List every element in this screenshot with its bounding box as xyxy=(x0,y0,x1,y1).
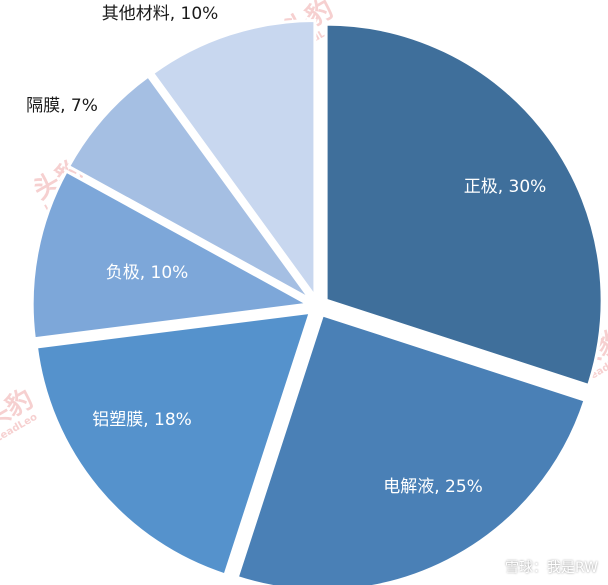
slice-label-2: 铝塑膜, 18% xyxy=(92,410,192,430)
pie-labels: 正极, 30% 电解液, 25% 铝塑膜, 18% 负极, 10% 隔膜, 7% 其他材料… xyxy=(26,4,546,497)
slice-label-5: 其他材料, 10% xyxy=(102,4,219,24)
slice-label-0: 正极, 30% xyxy=(464,177,547,197)
pie-slice-4 xyxy=(66,74,312,301)
pie-slice-2 xyxy=(34,310,313,577)
slice-label-3: 负极, 10% xyxy=(106,263,189,283)
pie-slices xyxy=(30,18,604,585)
pie-slice-1 xyxy=(235,313,587,585)
credit-watermark: 雪球：我是RW xyxy=(504,560,598,576)
pie-slice-3 xyxy=(30,169,313,341)
pie-slice-5 xyxy=(150,18,317,302)
slice-label-4: 隔膜, 7% xyxy=(26,96,98,116)
pie-slice-0 xyxy=(324,22,604,388)
slice-label-1: 电解液, 25% xyxy=(383,477,483,497)
